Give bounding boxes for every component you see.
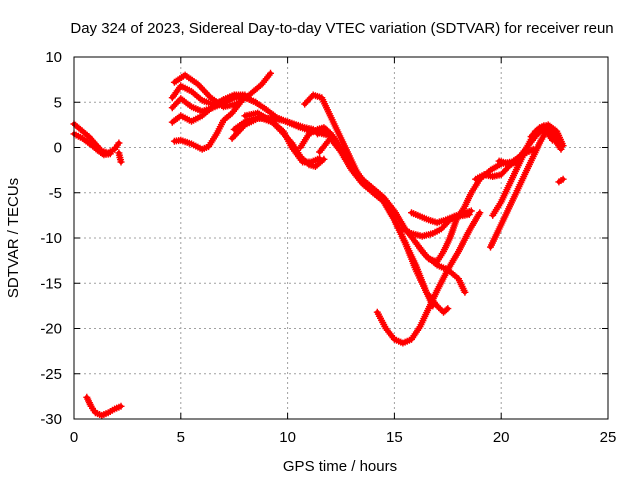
track-markers	[170, 98, 245, 153]
y-tick-label: -25	[40, 366, 62, 383]
satellite-track-24	[495, 157, 522, 168]
y-tick-label: 0	[54, 140, 62, 157]
y-tick-label: -20	[40, 321, 62, 338]
x-tick-label: 15	[386, 429, 403, 446]
track-markers	[241, 109, 328, 170]
track-markers	[527, 121, 567, 150]
data-points	[70, 69, 567, 419]
track-markers	[115, 149, 125, 166]
track-markers	[373, 209, 484, 347]
y-axis-label: SDTVAR / TECUs	[5, 178, 22, 298]
satellite-track-4	[83, 393, 125, 419]
y-tick-label: 5	[54, 94, 62, 111]
axis-ticks: 0 5 10 15 20 25 10 5 0 -5 -10 -15 -20 -25 -30	[40, 49, 616, 446]
x-axis-label: GPS time / hours	[283, 458, 397, 475]
satellite-track-12	[241, 109, 328, 170]
x-tick-label: 0	[70, 429, 78, 446]
x-tick-label: 20	[493, 429, 510, 446]
chart-title: Day 324 of 2023, Sidereal Day-to-day VTE…	[70, 20, 613, 37]
satellite-track-26	[555, 175, 567, 186]
x-tick-label: 25	[600, 429, 617, 446]
track-markers	[487, 127, 556, 251]
track-markers	[555, 175, 567, 186]
y-tick-label: -30	[40, 411, 62, 428]
satellite-track-3	[115, 149, 125, 166]
satellite-track-8	[168, 91, 249, 126]
y-tick-label: -15	[40, 275, 62, 292]
satellite-track-9	[170, 98, 245, 153]
satellite-track-25	[527, 121, 567, 150]
y-tick-label: 10	[45, 49, 62, 66]
y-tick-label: -10	[40, 230, 62, 247]
y-tick-label: -5	[49, 185, 62, 202]
x-tick-label: 5	[177, 429, 185, 446]
satellite-track-6	[170, 69, 274, 111]
x-tick-label: 10	[279, 429, 296, 446]
track-markers	[495, 157, 522, 168]
satellite-track-17	[373, 209, 484, 347]
track-markers	[168, 91, 249, 126]
track-markers	[83, 393, 125, 419]
satellite-track-23	[487, 127, 556, 251]
